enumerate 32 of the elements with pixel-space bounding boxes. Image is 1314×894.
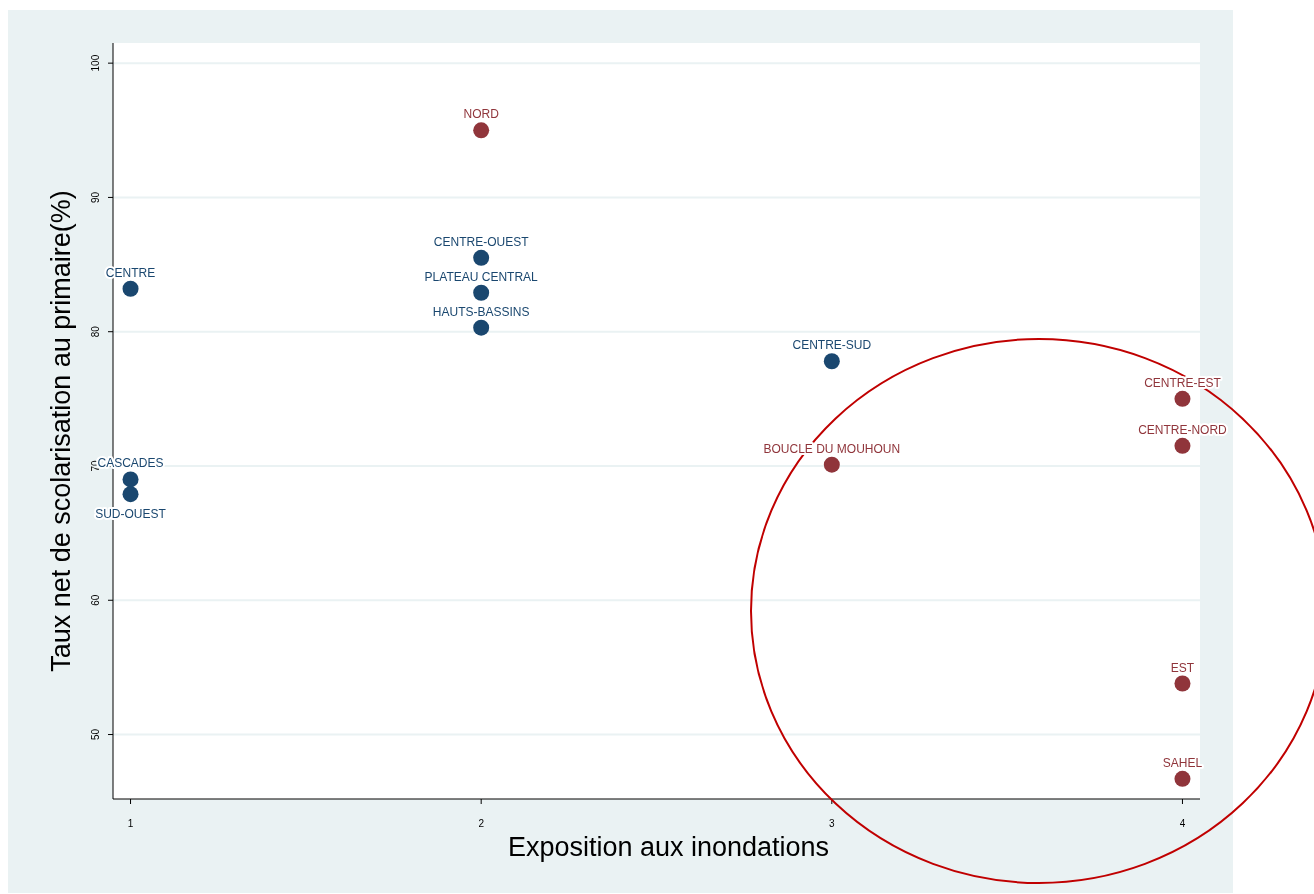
x-tick-label: 2	[478, 818, 485, 829]
point	[823, 353, 840, 370]
annotation: CENTRE-SUD	[792, 338, 872, 353]
point	[473, 122, 490, 139]
x-tick-label: 4	[1179, 818, 1186, 829]
point	[1174, 437, 1191, 454]
point	[473, 284, 490, 301]
y-tick-label: 60	[90, 594, 101, 606]
annotation: CENTRE-NORD	[1138, 422, 1228, 437]
annotation: SAHEL	[1162, 755, 1203, 770]
x-tick-label: 3	[829, 818, 836, 829]
point	[122, 471, 139, 488]
point	[1174, 390, 1191, 407]
point	[473, 249, 490, 266]
y-axis-title: Taux net de scolarisation au primaire(%)	[46, 190, 76, 672]
point	[1174, 770, 1191, 787]
point	[122, 280, 139, 297]
point	[823, 456, 840, 473]
y-tick-label: 90	[90, 191, 101, 203]
y-tick-label: 50	[90, 728, 101, 741]
annotation: CENTRE-OUEST	[433, 234, 530, 249]
x-axis-title: Exposition aux inondations	[507, 832, 830, 862]
y-tick-label: 100	[90, 54, 101, 72]
x-tick-label: 1	[127, 818, 134, 829]
y-tick-label: 80	[90, 325, 101, 338]
annotation: EST	[1170, 660, 1195, 675]
annotation: PLATEAU CENTRAL	[424, 269, 539, 284]
point	[122, 486, 139, 503]
point	[473, 319, 490, 336]
point	[1174, 675, 1191, 692]
annotation: NORD	[463, 107, 500, 122]
annotation: HAUTS-BASSINS	[432, 304, 530, 319]
